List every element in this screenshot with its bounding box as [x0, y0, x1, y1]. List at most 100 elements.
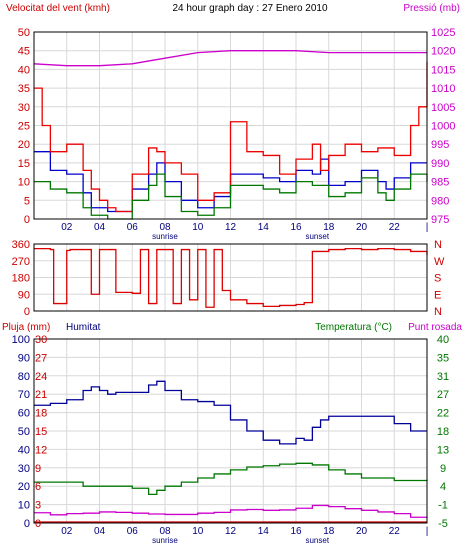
- x-tick-label: 16: [290, 222, 302, 233]
- compass-tick-label: S: [434, 273, 441, 285]
- series-dewpoint: [34, 504, 428, 519]
- x-tick-label: 22: [389, 222, 401, 233]
- wind-tick-label: 45: [18, 46, 30, 58]
- humidity-axis-title: Humitat: [66, 322, 101, 333]
- rain-tick-label: 18: [35, 408, 47, 420]
- x-tick-label: 06: [127, 222, 139, 233]
- direction-tick-label: 270: [12, 256, 30, 268]
- humidity-tick-label: 30: [18, 463, 30, 475]
- wind-tick-label: 30: [18, 102, 30, 114]
- x-tick-label: 14: [258, 222, 270, 233]
- compass-tick-label: N: [434, 239, 442, 251]
- temperature-tick-label: 9: [440, 463, 446, 475]
- wind-tick-label: 15: [18, 158, 30, 170]
- temperature-tick-label: 31: [437, 371, 449, 383]
- rain-tick-label: 30: [35, 334, 47, 346]
- humidity-tick-label: 70: [18, 389, 30, 401]
- x-tick-end: |: [426, 526, 429, 537]
- temperature-tick-label: -5: [438, 518, 448, 530]
- series-temperature: [34, 462, 428, 496]
- sunset-label: sunset: [305, 536, 329, 545]
- temperature-axis-title: Temperatura (°C): [315, 322, 392, 333]
- pressure-tick-label: 1015: [431, 64, 455, 76]
- panel2-frame: [33, 243, 428, 312]
- humidity-tick-label: 90: [18, 352, 30, 364]
- humidity-tick-label: 20: [18, 481, 30, 493]
- wind-tick-label: 25: [18, 121, 30, 133]
- dewpoint-axis-title: Punt rosada: [408, 322, 462, 333]
- compass-tick-label: W: [434, 256, 445, 268]
- graph-title: 24 hour graph day : 27 Enero 2010: [172, 3, 328, 14]
- direction-tick-label: 360: [12, 239, 30, 251]
- pressure-tick-label: 975: [431, 214, 449, 226]
- wind-tick-label: 50: [18, 27, 30, 39]
- pressure-tick-label: 990: [431, 158, 449, 170]
- x-tick-label: 12: [225, 222, 237, 233]
- pressure-tick-label: 980: [431, 195, 449, 207]
- pressure-tick-label: 1000: [431, 121, 455, 133]
- humidity-tick-label: 80: [18, 371, 30, 383]
- x-tick-label: 08: [159, 222, 171, 233]
- panel1-frame: [33, 31, 428, 220]
- humidity-tick-label: 100: [12, 334, 30, 346]
- pressure-tick-label: 995: [431, 139, 449, 151]
- rain-tick-label: 27: [35, 352, 47, 364]
- temperature-tick-label: 35: [437, 352, 449, 364]
- rain-axis-title: Pluja (mm): [2, 322, 50, 333]
- humidity-tick-label: 60: [18, 408, 30, 420]
- pressure-tick-label: 1025: [431, 27, 455, 39]
- series-wind-direction: [34, 248, 428, 308]
- x-tick-label: 04: [94, 526, 106, 537]
- temperature-tick-label: 40: [437, 334, 449, 346]
- x-tick-label: 14: [258, 526, 270, 537]
- x-tick-label: 18: [323, 526, 335, 537]
- x-tick-label: 20: [356, 222, 368, 233]
- humidity-tick-label: 40: [18, 444, 30, 456]
- humidity-tick-label: 0: [24, 518, 30, 530]
- series-wind-low: [34, 173, 428, 220]
- x-tick-label: 12: [225, 526, 237, 537]
- x-tick-end: |: [426, 222, 429, 233]
- x-tick-label: 06: [127, 526, 139, 537]
- panel3-frame: [33, 338, 428, 524]
- temperature-tick-label: 18: [437, 426, 449, 438]
- x-tick-label: 10: [192, 526, 204, 537]
- wind-tick-label: 35: [18, 83, 30, 95]
- compass-tick-label: E: [434, 289, 441, 301]
- x-tick-label: 08: [159, 526, 171, 537]
- wind-tick-label: 10: [18, 177, 30, 189]
- rain-tick-label: 24: [35, 371, 47, 383]
- x-tick-label: 18: [323, 222, 335, 233]
- pressure-axis-title: Pressió (mb): [403, 3, 460, 14]
- temperature-tick-label: 27: [437, 389, 449, 401]
- sunrise-label: sunrise: [152, 536, 178, 545]
- x-tick-label: 20: [356, 526, 368, 537]
- rain-tick-label: 3: [35, 500, 41, 512]
- series-pressure: [33, 50, 427, 67]
- series-wind-gust: [34, 61, 428, 213]
- series-humidity: [34, 380, 427, 445]
- direction-tick-label: 0: [24, 306, 30, 318]
- direction-tick-label: 90: [18, 289, 30, 301]
- pressure-tick-label: 1010: [431, 83, 455, 95]
- temperature-tick-label: 13: [437, 444, 449, 456]
- pressure-tick-label: 1020: [431, 46, 455, 58]
- x-tick-label: 22: [389, 526, 401, 537]
- x-tick-label: 16: [290, 526, 302, 537]
- humidity-tick-label: 10: [18, 500, 30, 512]
- temperature-tick-label: -1: [438, 500, 448, 512]
- wind-tick-label: 20: [18, 139, 30, 151]
- rain-tick-label: 9: [35, 463, 41, 475]
- wind-tick-label: 5: [24, 195, 30, 207]
- wind-tick-label: 0: [24, 214, 30, 226]
- rain-tick-label: 0: [35, 518, 41, 530]
- rain-tick-label: 15: [35, 426, 47, 438]
- humidity-tick-label: 50: [18, 426, 30, 438]
- rain-tick-label: 6: [35, 481, 41, 493]
- pressure-tick-label: 985: [431, 177, 449, 189]
- pressure-tick-label: 1005: [431, 102, 455, 114]
- compass-tick-label: N: [434, 306, 442, 318]
